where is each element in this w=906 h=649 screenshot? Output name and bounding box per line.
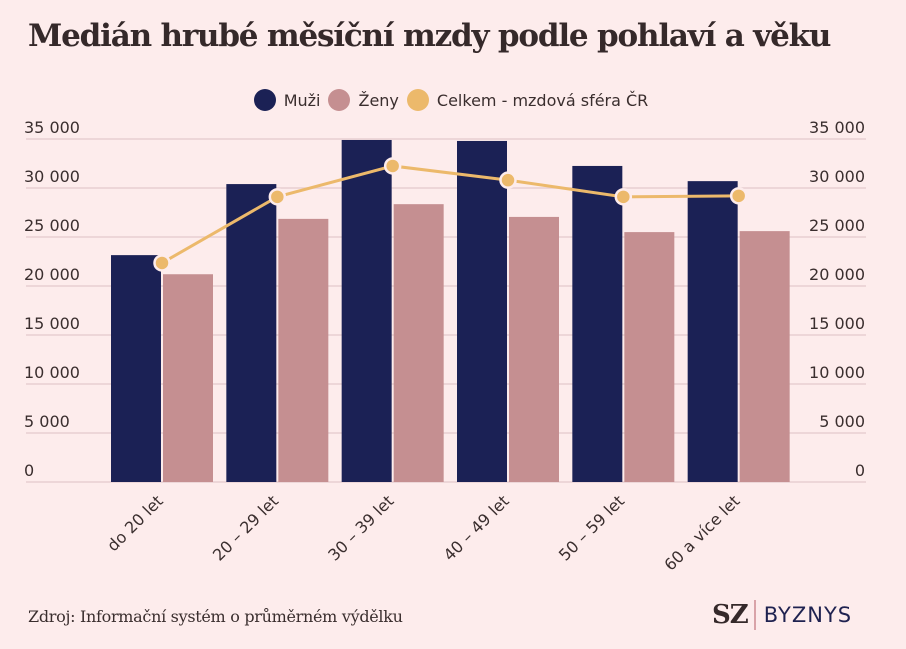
bar--eny-4 bbox=[624, 232, 675, 482]
y-tick-label-right: 20 000 bbox=[809, 265, 865, 284]
legend-label-zeny: Ženy bbox=[358, 90, 399, 110]
x-tick-label: 40 – 49 let bbox=[440, 491, 513, 564]
y-axis-right: 0 5 000 10 000 15 000 20 000 25 000 30 000 35 0… bbox=[809, 118, 865, 480]
y-tick-label-left: 35 000 bbox=[24, 118, 80, 137]
x-axis-labels: do 20 let 20 – 29 let 30 – 39 let 40 – 49 l… bbox=[103, 491, 743, 574]
line-point-celkem-3 bbox=[499, 171, 517, 189]
x-tick-label: 50 – 59 let bbox=[555, 491, 628, 564]
line-point-celkem-5 bbox=[729, 187, 748, 205]
x-tick-label: 60 a více let bbox=[660, 491, 743, 574]
line-point-celkem-0 bbox=[153, 254, 171, 272]
legend: Muži Ženy Celkem - mzdová sféra ČR bbox=[0, 89, 906, 111]
bar--eny-3 bbox=[509, 216, 559, 482]
line-point-celkem-4 bbox=[614, 188, 633, 206]
legend-label-celkem: Celkem - mzdová sféra ČR bbox=[436, 90, 649, 110]
bar--eny-5 bbox=[739, 231, 790, 482]
brand-divider bbox=[753, 600, 756, 630]
y-tick-label-left: 20 000 bbox=[24, 265, 80, 284]
source-note: Zdroj: Informační systém o průměrném výd… bbox=[28, 607, 403, 626]
legend-item-celkem[interactable]: Celkem - mzdová sféra ČR bbox=[406, 89, 649, 111]
bar--eny-1 bbox=[278, 218, 329, 482]
bar-mu-i-5 bbox=[687, 181, 738, 482]
legend-item-muzi[interactable]: Muži bbox=[253, 89, 321, 111]
x-tick-label: 30 – 39 let bbox=[324, 491, 397, 564]
line-point-celkem-2 bbox=[383, 157, 402, 175]
y-tick-label-right: 10 000 bbox=[809, 363, 865, 382]
y-tick-label-left: 5 000 bbox=[24, 412, 70, 431]
legend-swatch-muzi bbox=[253, 89, 276, 111]
line-series bbox=[153, 157, 748, 272]
y-tick-label-right: 30 000 bbox=[809, 167, 865, 186]
bar--eny-2 bbox=[393, 204, 444, 483]
y-tick-label-right: 0 bbox=[855, 461, 865, 480]
bar-mu-i-2 bbox=[341, 139, 392, 483]
chart-title: Medián hrubé měsíční mzdy podle pohlaví … bbox=[28, 18, 831, 54]
y-tick-label-left: 15 000 bbox=[24, 314, 80, 333]
legend-item-zeny[interactable]: Ženy bbox=[328, 89, 399, 111]
bar--eny-0 bbox=[163, 274, 213, 482]
line-celkem bbox=[161, 164, 739, 265]
legend-swatch-celkem bbox=[406, 89, 429, 111]
bar-mu-i-1 bbox=[226, 184, 277, 482]
y-tick-label-left: 0 bbox=[24, 461, 34, 480]
bar-mu-i-0 bbox=[111, 255, 161, 482]
y-tick-label-left: 30 000 bbox=[24, 167, 80, 186]
line-point-celkem-1 bbox=[268, 188, 287, 206]
y-tick-label-right: 15 000 bbox=[809, 314, 865, 333]
brand-logo[interactable]: SZ BYZNYS bbox=[712, 600, 852, 630]
y-tick-label-left: 25 000 bbox=[24, 216, 80, 235]
x-tick-label: 20 – 29 let bbox=[209, 491, 282, 564]
bar-mu-i-4 bbox=[572, 165, 623, 482]
y-tick-label-right: 25 000 bbox=[809, 216, 865, 235]
y-tick-label-right: 5 000 bbox=[819, 412, 865, 431]
bar-mu-i-3 bbox=[457, 140, 507, 482]
y-tick-label-right: 35 000 bbox=[809, 118, 865, 137]
legend-swatch-zeny bbox=[328, 89, 351, 111]
y-tick-label-left: 10 000 bbox=[24, 363, 80, 382]
brand-sz: SZ bbox=[712, 600, 749, 630]
legend-label-muzi: Muži bbox=[283, 90, 321, 110]
brand-section: BYZNYS bbox=[763, 603, 853, 627]
bars bbox=[111, 139, 790, 483]
x-tick-label: do 20 let bbox=[103, 491, 167, 555]
y-axis-left: 0 5 000 10 000 15 000 20 000 25 000 30 000 35 0… bbox=[24, 118, 80, 480]
